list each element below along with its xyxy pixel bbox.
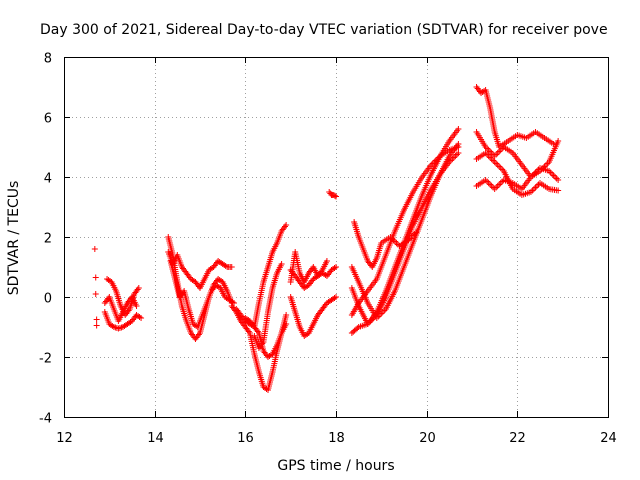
x-tick-label: 22 — [509, 431, 526, 446]
y-axis-ticks: -4 -2 0 2 4 6 8 — [39, 52, 608, 427]
data-point — [133, 303, 140, 309]
data-point — [490, 157, 497, 164]
data-point — [532, 184, 539, 191]
data-point — [491, 159, 498, 165]
data-point — [499, 178, 506, 185]
y-tick-label: -2 — [39, 352, 52, 367]
data-point — [333, 264, 339, 270]
y-tick-label: 8 — [44, 52, 52, 67]
data-point — [283, 321, 290, 327]
data-point — [491, 153, 498, 159]
data-point — [93, 316, 100, 323]
data-point — [455, 141, 462, 147]
data-point — [493, 151, 500, 158]
data-point — [455, 126, 462, 132]
data-points — [91, 84, 562, 393]
x-tick-label: 16 — [237, 431, 254, 446]
data-point — [283, 312, 290, 318]
data-point — [497, 165, 504, 171]
data-point — [496, 163, 503, 170]
data-point — [135, 285, 142, 291]
data-point — [487, 154, 494, 161]
data-point — [488, 150, 495, 156]
data-point — [333, 294, 339, 300]
data-point — [485, 147, 492, 153]
y-tick-label: 4 — [44, 172, 52, 187]
data-point — [323, 258, 330, 264]
data-point — [92, 291, 99, 297]
data-point — [494, 183, 501, 189]
data-point — [496, 181, 503, 188]
data-point — [496, 148, 503, 155]
data-point — [553, 175, 560, 182]
data-point — [488, 156, 495, 162]
data-point — [283, 222, 290, 228]
data-point — [228, 264, 235, 270]
chart-title: Day 300 of 2021, Sidereal Day-to-day VTE… — [40, 22, 608, 38]
data-point — [333, 193, 339, 200]
data-point — [555, 177, 562, 183]
data-point — [484, 178, 491, 185]
y-tick-label: 2 — [44, 232, 52, 247]
data-point — [331, 192, 338, 199]
data-point — [484, 151, 491, 158]
x-tick-label: 12 — [56, 431, 73, 446]
grid-lines — [64, 57, 608, 417]
x-tick-label: 24 — [600, 431, 617, 446]
x-tick-label: 18 — [328, 431, 345, 446]
data-point — [493, 160, 500, 167]
data-point — [550, 172, 557, 179]
data-point — [552, 174, 559, 180]
x-tick-label: 14 — [147, 431, 164, 446]
data-point — [487, 181, 494, 188]
data-point — [549, 171, 556, 177]
data-point — [484, 145, 491, 152]
data-point — [414, 228, 421, 234]
data-point — [354, 325, 361, 332]
y-tick-label: 0 — [44, 292, 52, 307]
data-point — [138, 315, 145, 321]
data-point — [530, 186, 537, 192]
data-point — [487, 148, 494, 155]
data-point — [555, 187, 562, 194]
y-tick-label: -4 — [39, 412, 52, 427]
x-tick-label: 20 — [419, 431, 436, 446]
data-point — [494, 162, 501, 168]
y-tick-label: 6 — [44, 112, 52, 127]
data-point — [91, 246, 98, 252]
data-point — [494, 150, 501, 156]
data-point — [555, 138, 562, 144]
data-point — [493, 184, 500, 191]
data-point — [488, 183, 495, 189]
data-point — [278, 261, 285, 267]
data-point — [93, 322, 100, 329]
y-axis-label: SDTVAR / TECUs — [6, 181, 22, 296]
data-point — [491, 186, 498, 192]
x-axis-label: GPS time / hours — [277, 458, 394, 474]
data-point — [92, 274, 99, 281]
data-point — [455, 150, 462, 156]
x-axis-ticks: 12 14 16 18 20 22 24 — [56, 57, 617, 446]
